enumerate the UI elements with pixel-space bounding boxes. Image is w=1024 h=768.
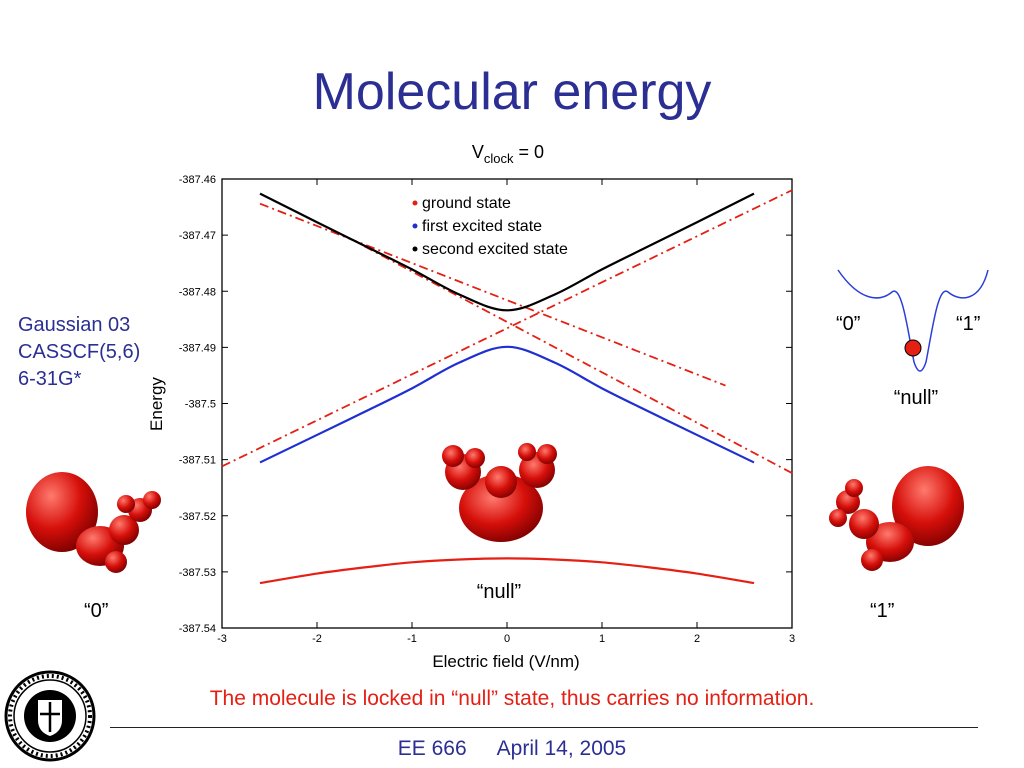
y-tick-label: -387.53 [179, 567, 216, 579]
potential-well-diagram: “0” “1” “null” [836, 269, 989, 409]
y-tick-label: -387.5 [185, 399, 216, 411]
method-line-theory: CASSCF(5,6) [18, 341, 141, 363]
y-tick-label: -387.48 [179, 286, 216, 298]
one-molecule-label: “1” [870, 600, 895, 622]
well-label-one: “1” [956, 313, 980, 335]
footer-date: April 14, 2005 [496, 737, 627, 760]
series-first-excited-state [259, 345, 755, 464]
slide-caption: The molecule is locked in “null” state, … [209, 687, 815, 710]
y-tick-label: -387.52 [179, 511, 216, 523]
y-tick-label: -387.54 [179, 623, 216, 635]
footer-divider [110, 727, 978, 728]
legend-marker [412, 223, 418, 229]
zero-molecule-label: “0” [84, 600, 109, 622]
x-tick-label: 1 [599, 633, 605, 645]
null-molecule-label: “null” [477, 581, 521, 603]
y-tick-label: -387.47 [179, 230, 216, 242]
null-molecule-image [442, 443, 557, 542]
well-label-null: “null” [894, 387, 938, 409]
y-tick-label: -387.49 [179, 342, 216, 354]
chart-title: Vclock = 0 [472, 142, 544, 166]
slide-title: Molecular energy [312, 63, 712, 121]
legend-entry: ground state [422, 195, 511, 212]
x-tick-label: 0 [504, 633, 510, 645]
legend-entry: second excited state [422, 241, 568, 258]
method-line-basis: 6-31G* [18, 368, 82, 390]
state-ball [904, 339, 922, 357]
diabatic-line [221, 189, 793, 468]
x-tick-label: 3 [789, 633, 795, 645]
one-molecule-image [829, 466, 964, 571]
diabatic-line [364, 245, 793, 474]
zero-molecule-image [26, 472, 161, 573]
x-axis-label: Electric field (V/nm) [432, 652, 579, 671]
university-seal-logo [4, 670, 96, 762]
diabatic-line [259, 202, 726, 387]
footer-course: EE 666 [397, 737, 467, 760]
y-axis-label: Energy [147, 377, 166, 431]
x-tick-label: -3 [217, 633, 227, 645]
method-line-program: Gaussian 03 [18, 314, 131, 336]
legend-entry: first excited state [422, 218, 542, 235]
series-second-excited-state [259, 192, 755, 312]
chart-title-subscript: clock [484, 151, 514, 166]
x-tick-label: 2 [694, 633, 700, 645]
x-tick-label: -1 [407, 633, 417, 645]
potential-well-curve [837, 269, 989, 372]
y-tick-label: -387.46 [179, 174, 216, 186]
y-tick-label: -387.51 [179, 455, 216, 467]
energy-chart: Vclock = 0 -3 -2 -1 0 1 2 3 -387.54 -387.53 -387.… [147, 142, 795, 671]
legend-marker [412, 246, 418, 252]
legend-marker [412, 200, 418, 206]
x-tick-label: -2 [312, 633, 322, 645]
series-ground-state [259, 557, 755, 585]
chart-legend: ground state first excited state second ex… [412, 195, 568, 258]
well-label-zero: “0” [836, 313, 860, 335]
slide-footer: EE 666 April 14, 2005 [0, 737, 1024, 761]
method-text: Gaussian 03 CASSCF(5,6) 6-31G* [18, 312, 140, 393]
